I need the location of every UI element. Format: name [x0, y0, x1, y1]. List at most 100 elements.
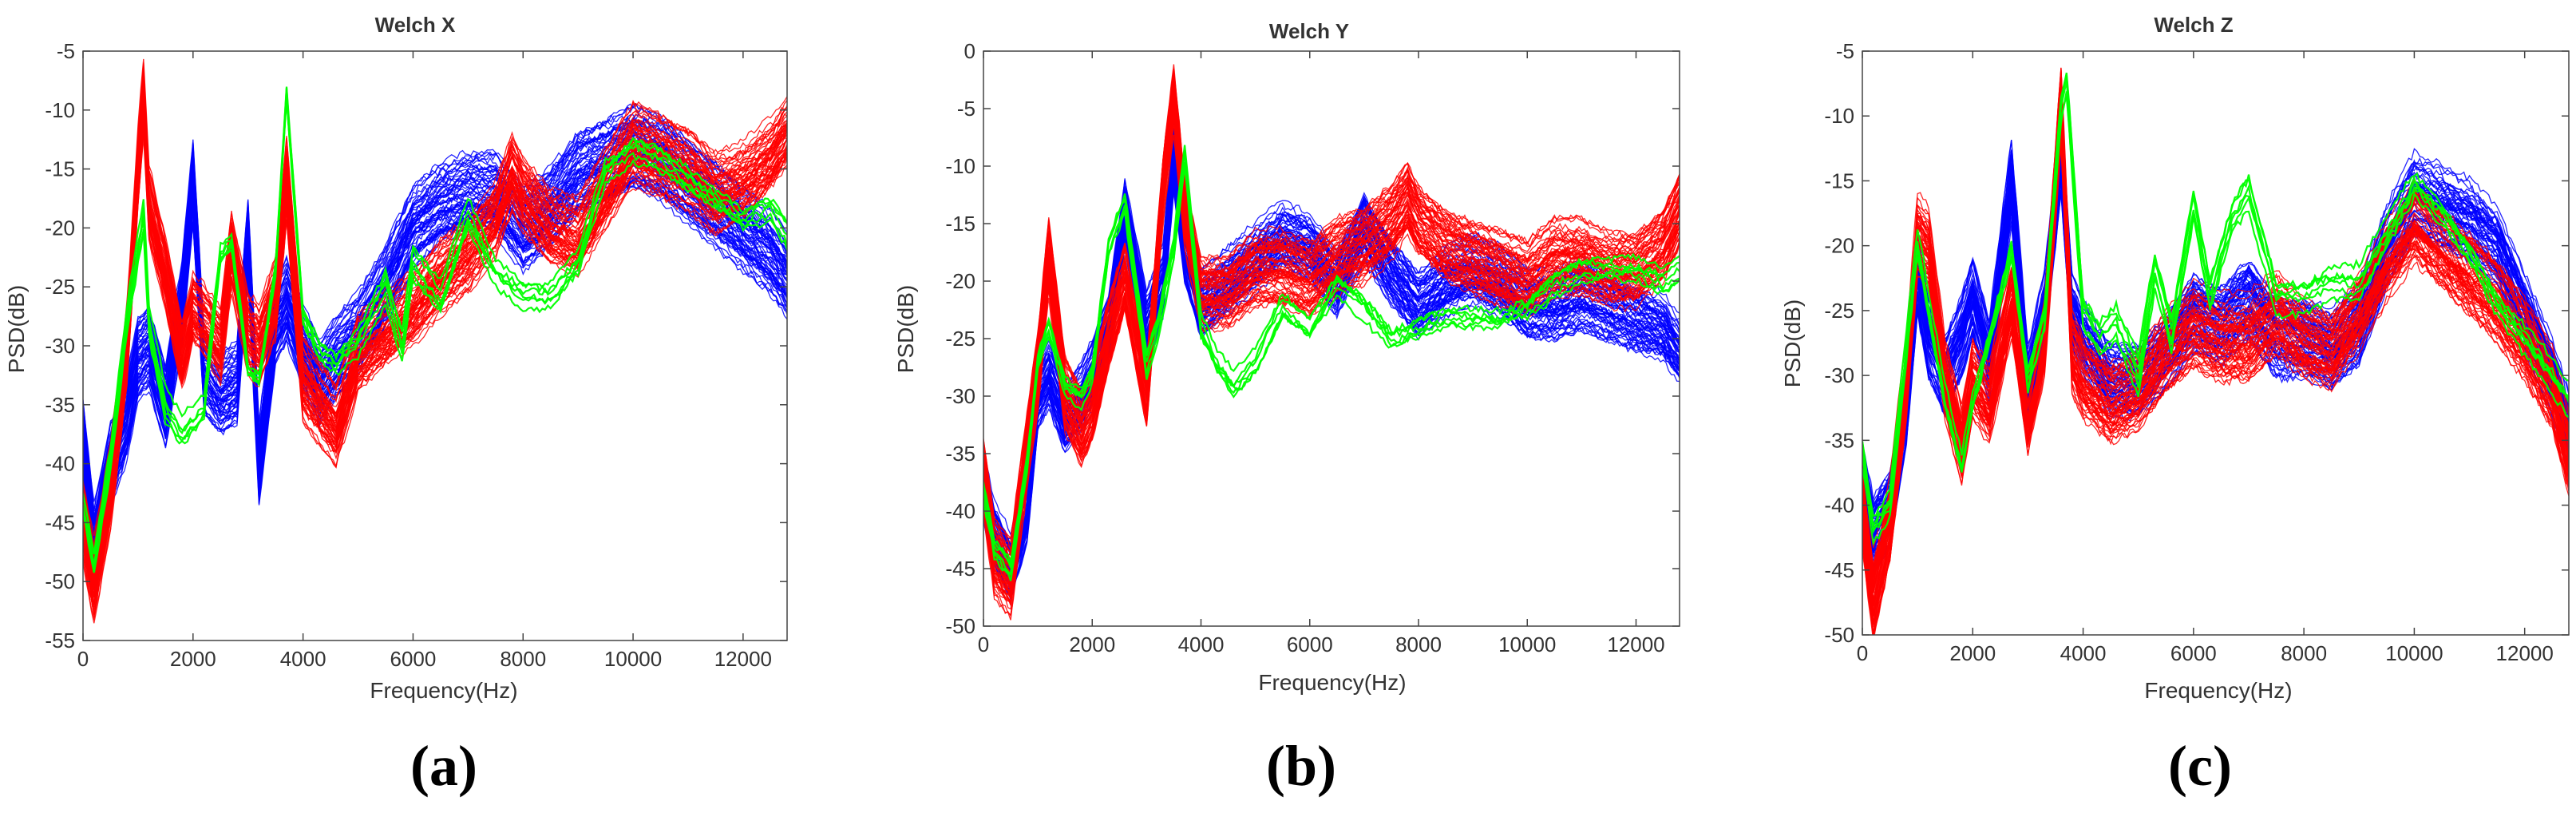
x-tick-label: 0	[1857, 641, 1868, 665]
series-line	[83, 69, 787, 557]
series-line	[83, 72, 787, 553]
series-line	[83, 65, 787, 550]
series-line	[983, 129, 1680, 549]
series-line	[83, 97, 787, 588]
x-tick-label: 2000	[1069, 633, 1115, 656]
series-line	[1862, 117, 2569, 592]
series-line	[983, 139, 1680, 551]
x-tick-label: 8000	[2281, 641, 2327, 665]
series-line	[983, 97, 1680, 576]
series-line	[983, 70, 1680, 557]
series-line	[983, 141, 1680, 546]
y-tick-label: -25	[45, 275, 75, 299]
series-line	[83, 96, 787, 554]
series-line	[83, 73, 787, 546]
y-tick-label: -5	[57, 39, 75, 63]
y-tick-label: -45	[45, 510, 75, 534]
plot-title: Welch X	[375, 13, 456, 37]
series-line	[983, 149, 1680, 547]
series-line	[83, 86, 787, 555]
series-line	[983, 94, 1680, 591]
y-tick-label: -25	[1824, 299, 1854, 323]
y-tick-label: -30	[945, 384, 975, 408]
x-tick-label: 12000	[2496, 641, 2554, 665]
y-tick-label: -45	[945, 557, 975, 581]
series-line	[1862, 128, 2569, 616]
series-2	[83, 58, 787, 624]
series-line	[983, 73, 1680, 554]
series-line	[1862, 81, 2569, 529]
series-line	[983, 117, 1680, 554]
y-tick-label: -50	[945, 614, 975, 638]
x-tick-label: 10000	[604, 647, 662, 671]
y-tick-label: 0	[964, 39, 975, 63]
y-tick-label: -40	[1824, 494, 1854, 518]
series-line	[983, 84, 1680, 550]
series-line	[983, 86, 1680, 591]
series-3	[83, 86, 787, 573]
panel-label-a: (a)	[410, 734, 477, 798]
x-tick-label: 8000	[500, 647, 546, 671]
panel-label-b: (b)	[1266, 734, 1336, 798]
series-line	[83, 75, 787, 553]
plot-frame	[983, 50, 1680, 627]
series-line	[83, 94, 787, 565]
x-axis-label: Frequency(Hz)	[1258, 670, 1406, 695]
y-tick-label: -15	[945, 212, 975, 236]
x-tick-label: 4000	[2060, 641, 2107, 665]
plot-title: Welch Y	[1269, 19, 1349, 43]
series-line	[983, 71, 1680, 571]
plot-welch-x: Welch X Frequency(Hz) PSD(dB) 0 2000 4000 6…	[4, 13, 788, 703]
x-tick-label: 12000	[1607, 633, 1664, 656]
series-line	[83, 185, 787, 590]
y-tick-label: -5	[957, 97, 975, 121]
series-line	[983, 108, 1680, 601]
series-line	[1862, 113, 2569, 592]
series-3	[983, 145, 1680, 581]
series-line	[1862, 139, 2569, 526]
series-line	[983, 123, 1680, 592]
x-tick-label: 2000	[1949, 641, 1996, 665]
y-tick-label: -20	[945, 269, 975, 293]
series-line	[983, 76, 1680, 561]
series-line	[83, 80, 787, 566]
y-tick-label: -5	[1836, 39, 1854, 63]
series-line	[983, 113, 1680, 585]
series-line	[983, 92, 1680, 589]
y-tick-label: -35	[945, 442, 975, 466]
y-tick-label: -25	[945, 327, 975, 351]
series-line	[83, 62, 787, 549]
x-tick-label: 4000	[280, 647, 326, 671]
series-line	[83, 129, 787, 624]
x-tick-label: 2000	[170, 647, 216, 671]
series-line	[1862, 141, 2569, 505]
series-line	[1862, 129, 2569, 634]
x-tick-label: 8000	[1395, 633, 1442, 656]
y-tick-label: -40	[45, 452, 75, 476]
x-tick-label: 6000	[1287, 633, 1333, 656]
y-tick-label: -40	[945, 499, 975, 523]
series-line	[983, 105, 1680, 577]
x-axis-label: Frequency(Hz)	[370, 678, 517, 703]
y-tick-label: -20	[45, 216, 75, 240]
y-tick-label: -30	[1824, 363, 1854, 387]
series-line	[983, 82, 1680, 556]
series-line	[983, 91, 1680, 567]
series-line	[983, 98, 1680, 590]
series-line	[983, 149, 1680, 578]
series-line	[983, 144, 1680, 549]
series-line	[983, 151, 1680, 581]
x-tick-label: 6000	[2170, 641, 2217, 665]
series-2	[983, 64, 1680, 621]
series-line	[83, 107, 787, 596]
x-tick-label: 0	[978, 633, 989, 656]
series-line	[983, 108, 1680, 585]
x-tick-label: 6000	[390, 647, 437, 671]
series-line	[983, 131, 1680, 553]
series-1	[983, 117, 1680, 601]
y-axis-label: PSD(dB)	[4, 285, 29, 373]
series-line	[1862, 124, 2569, 625]
plot-frame	[1862, 50, 2570, 636]
y-tick-label: -15	[1824, 169, 1854, 192]
series-line	[1862, 95, 2569, 533]
